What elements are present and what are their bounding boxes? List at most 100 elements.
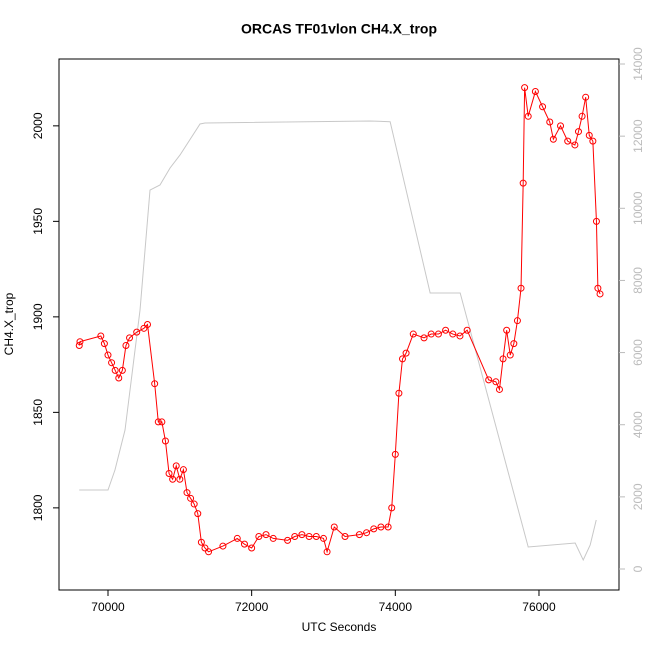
data-point bbox=[377, 523, 385, 531]
data-point bbox=[363, 529, 371, 537]
x-tick-label: 74000 bbox=[379, 600, 413, 614]
x-tick-label: 70000 bbox=[91, 600, 125, 614]
data-point bbox=[312, 533, 320, 541]
data-point bbox=[169, 475, 177, 483]
data-point bbox=[539, 103, 547, 111]
data-point bbox=[151, 380, 159, 388]
data-point bbox=[398, 355, 406, 363]
data-point bbox=[341, 533, 349, 541]
data-point bbox=[319, 534, 327, 542]
data-point bbox=[298, 531, 306, 539]
data-point bbox=[510, 340, 518, 348]
data-point bbox=[442, 326, 450, 334]
x-tick-label: 72000 bbox=[235, 600, 269, 614]
y-tick-label: 1900 bbox=[31, 303, 45, 330]
y-tick-label: 2000 bbox=[31, 112, 45, 139]
data-point bbox=[592, 217, 600, 225]
y2-tick-label: 10000 bbox=[631, 191, 645, 225]
data-point bbox=[97, 332, 105, 340]
data-point bbox=[158, 418, 166, 426]
data-point bbox=[108, 359, 116, 367]
y2-tick-label: 0 bbox=[631, 565, 645, 572]
data-point bbox=[564, 137, 572, 145]
y2-tick-label: 2000 bbox=[631, 483, 645, 510]
data-point bbox=[463, 326, 471, 334]
chart-title: ORCAS TF01vlon CH4.X_trop bbox=[241, 21, 437, 37]
data-point bbox=[330, 523, 338, 531]
data-point bbox=[291, 533, 299, 541]
data-point bbox=[323, 548, 331, 556]
data-point bbox=[122, 342, 130, 350]
data-point bbox=[557, 122, 565, 130]
data-point bbox=[585, 131, 593, 139]
data-point bbox=[187, 494, 195, 502]
data-point bbox=[100, 340, 108, 348]
data-point bbox=[75, 342, 83, 350]
data-point bbox=[596, 290, 604, 298]
data-point bbox=[126, 334, 134, 342]
x-tick-label: 76000 bbox=[522, 600, 556, 614]
data-point bbox=[456, 332, 464, 340]
data-point bbox=[449, 330, 457, 338]
data-point bbox=[499, 355, 507, 363]
data-point bbox=[549, 135, 557, 143]
y2-tick-label: 14000 bbox=[631, 47, 645, 81]
data-point bbox=[248, 544, 256, 552]
data-point bbox=[179, 466, 187, 474]
series-line bbox=[78, 87, 601, 554]
data-point bbox=[506, 351, 514, 359]
data-point bbox=[255, 533, 263, 541]
data-point bbox=[104, 351, 112, 359]
data-point bbox=[194, 510, 202, 518]
data-point bbox=[492, 378, 500, 386]
data-point bbox=[370, 525, 378, 533]
data-point bbox=[219, 542, 227, 550]
y-tick-label: 1800 bbox=[31, 494, 45, 521]
data-point bbox=[355, 531, 363, 539]
data-point bbox=[284, 536, 292, 544]
data-point bbox=[133, 328, 141, 336]
data-point bbox=[269, 534, 277, 542]
data-point bbox=[140, 324, 148, 332]
data-point bbox=[485, 376, 493, 384]
data-point bbox=[388, 504, 396, 512]
data-point bbox=[420, 334, 428, 342]
series-line bbox=[79, 120, 597, 562]
y2-tick-label: 12000 bbox=[631, 119, 645, 153]
y-axis-label: CH4.X_trop bbox=[2, 292, 16, 355]
data-point bbox=[521, 84, 529, 92]
data-point bbox=[546, 118, 554, 126]
data-point bbox=[409, 330, 417, 338]
data-point bbox=[517, 284, 525, 292]
data-point bbox=[262, 531, 270, 539]
data-point bbox=[582, 93, 590, 101]
data-point bbox=[578, 112, 586, 120]
data-point bbox=[574, 128, 582, 136]
data-point bbox=[524, 112, 532, 120]
data-point bbox=[118, 366, 126, 374]
data-point bbox=[434, 330, 442, 338]
data-point bbox=[76, 338, 84, 346]
data-point bbox=[391, 450, 399, 458]
data-point bbox=[165, 469, 173, 477]
data-point bbox=[115, 374, 123, 382]
data-point bbox=[161, 437, 169, 445]
data-point bbox=[172, 462, 180, 470]
data-point bbox=[402, 349, 410, 357]
plot-frame bbox=[58, 58, 620, 591]
data-point bbox=[395, 389, 403, 397]
data-point bbox=[531, 87, 539, 95]
data-point bbox=[190, 500, 198, 508]
data-point bbox=[201, 544, 209, 552]
data-point bbox=[154, 418, 162, 426]
y2-tick-label: 6000 bbox=[631, 339, 645, 366]
data-point bbox=[589, 137, 597, 145]
data-point bbox=[571, 141, 579, 149]
data-point bbox=[513, 317, 521, 325]
data-point bbox=[233, 534, 241, 542]
data-point bbox=[519, 179, 527, 187]
y2-tick-label: 8000 bbox=[631, 267, 645, 294]
data-point bbox=[143, 321, 151, 328]
y-tick-label: 1850 bbox=[31, 399, 45, 426]
